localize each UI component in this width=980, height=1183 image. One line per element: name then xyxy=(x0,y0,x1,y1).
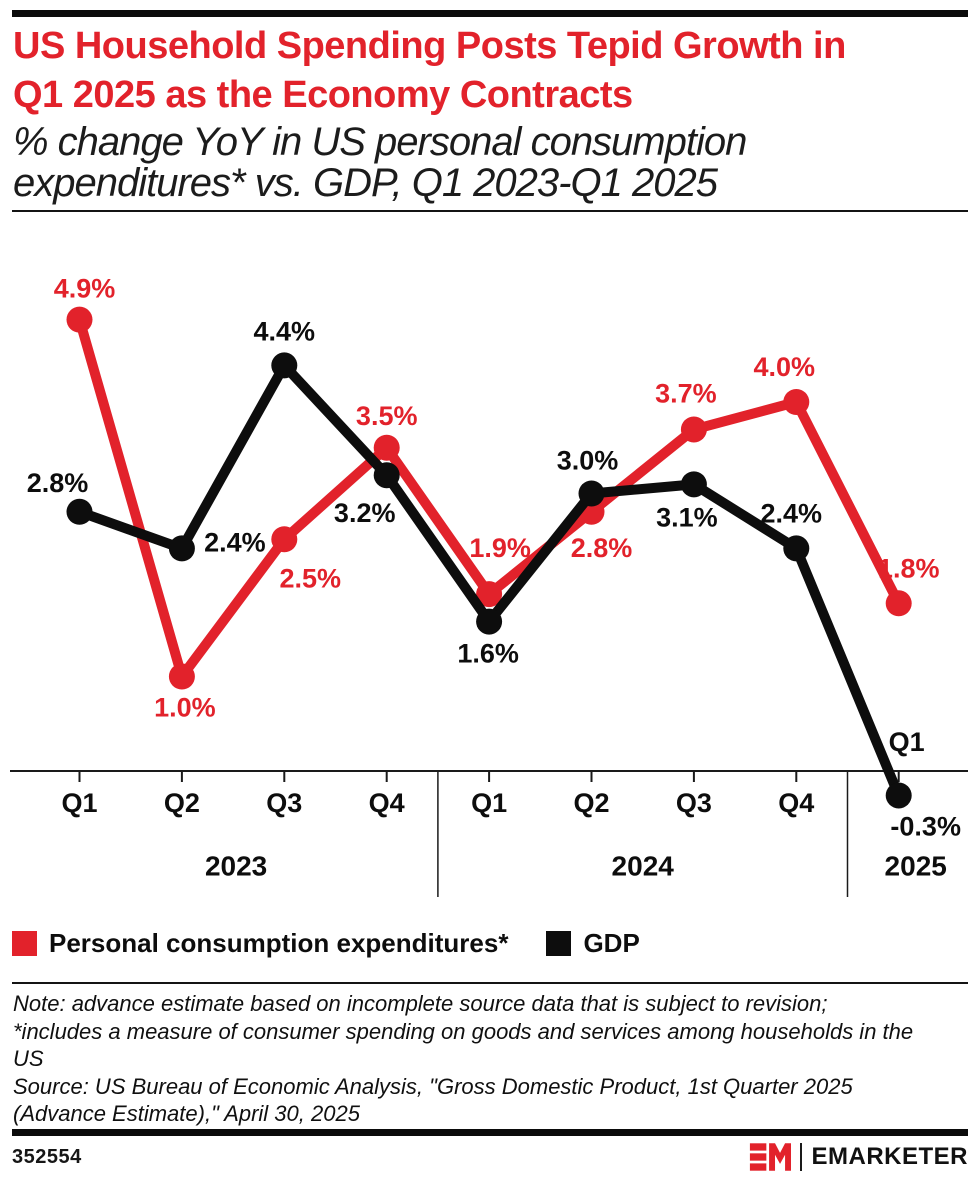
year-label: 2024 xyxy=(612,851,675,882)
legend-label-gdp: GDP xyxy=(583,927,640,958)
year-label: 2025 xyxy=(885,851,947,882)
emarketer-logo-icon xyxy=(750,1143,792,1171)
data-point-label: 3.2% xyxy=(334,498,396,528)
data-point xyxy=(373,462,400,489)
year-label: 2023 xyxy=(205,851,267,882)
data-point xyxy=(885,590,912,617)
category-label: Q2 xyxy=(164,788,200,818)
data-point xyxy=(271,526,298,553)
data-point xyxy=(66,498,93,525)
subtitle-line-2: expenditures* vs. GDP, Q1 2023-Q1 2025 xyxy=(13,161,718,205)
note-line-3: US xyxy=(13,1046,44,1071)
data-point-label: 2.8% xyxy=(571,533,633,563)
chart-id: 352554 xyxy=(12,1145,82,1168)
category-label: Q4 xyxy=(778,788,814,818)
source-line-2: (Advance Estimate)," April 30, 2025 xyxy=(13,1101,360,1126)
pce-swatch-icon xyxy=(12,930,37,956)
data-point xyxy=(168,663,195,690)
data-point xyxy=(578,498,605,525)
source-line-1: Source: US Bureau of Economic Analysis, … xyxy=(13,1073,853,1099)
data-point-label: 4.4% xyxy=(254,316,316,346)
chart-legend: Personal consumption expenditures* GDP xyxy=(12,927,640,959)
footer: 352554 EMARKETER xyxy=(12,1140,968,1174)
data-point xyxy=(680,471,707,498)
category-label: Q2 xyxy=(573,788,609,818)
category-label: Q1 xyxy=(471,788,507,818)
category-label: Q3 xyxy=(266,788,302,818)
data-point-label: 1.9% xyxy=(469,533,531,563)
data-point-label: 2.4% xyxy=(204,527,266,557)
top-accent-bar xyxy=(12,10,968,17)
category-label: Q3 xyxy=(676,788,712,818)
data-point xyxy=(476,581,503,608)
data-point-label: 4.0% xyxy=(754,352,816,382)
brand-lockup: EMARKETER xyxy=(749,1143,968,1171)
brand-name: EMARKETER xyxy=(811,1143,968,1170)
title-line-1: US Household Spending Posts Tepid Growth… xyxy=(13,25,846,67)
data-point xyxy=(680,416,707,443)
data-point xyxy=(373,434,400,461)
legend-item-gdp: GDP xyxy=(546,927,640,959)
data-point-label: -0.3% xyxy=(890,811,961,841)
data-point-label: 3.7% xyxy=(655,378,717,408)
data-point-label: 1.8% xyxy=(878,553,940,583)
bottom-accent-bar xyxy=(12,1129,968,1136)
data-point xyxy=(168,535,195,562)
legend-item-pce: Personal consumption expenditures* xyxy=(12,928,508,959)
data-point xyxy=(271,352,298,379)
title-line-2: Q1 2025 as the Economy Contracts xyxy=(13,74,633,116)
gdp-swatch-icon xyxy=(546,930,572,956)
data-point xyxy=(783,535,810,562)
data-point-label: 1.6% xyxy=(457,639,519,669)
data-point xyxy=(783,389,810,415)
footnote-block: Note: advance estimate based on incomple… xyxy=(13,990,969,1128)
chart-subtitle: % change YoY in US personal consumption … xyxy=(13,122,963,204)
series-line xyxy=(74,360,904,801)
data-point-label: 2.5% xyxy=(280,563,342,593)
header-divider xyxy=(12,210,968,212)
page-title: US Household Spending Posts Tepid Growth… xyxy=(13,22,963,120)
data-point-label: 3.5% xyxy=(356,401,418,431)
data-point xyxy=(476,608,503,635)
data-point-label: 3.0% xyxy=(557,446,619,476)
data-point xyxy=(66,306,93,333)
data-point-label: 2.4% xyxy=(761,498,823,528)
data-point xyxy=(885,782,912,809)
data-point-label: 4.9% xyxy=(54,274,116,304)
note-line-1: Note: advance estimate based on incomple… xyxy=(13,991,828,1016)
data-point xyxy=(578,480,605,507)
note-line-2: *includes a measure of consumer spending… xyxy=(13,1018,914,1044)
subtitle-line-1: % change YoY in US personal consumption xyxy=(13,120,747,164)
series-line xyxy=(74,314,904,682)
footnote-divider xyxy=(12,982,968,984)
logo-divider xyxy=(800,1143,803,1171)
category-label: Q4 xyxy=(369,788,405,818)
category-label: Q1 xyxy=(889,727,925,757)
legend-label-pce: Personal consumption expenditures* xyxy=(49,927,509,958)
category-label: Q1 xyxy=(61,788,97,818)
data-point-label: 3.1% xyxy=(656,502,718,532)
data-point-label: 2.8% xyxy=(27,468,89,498)
data-point-label: 1.0% xyxy=(154,693,216,723)
